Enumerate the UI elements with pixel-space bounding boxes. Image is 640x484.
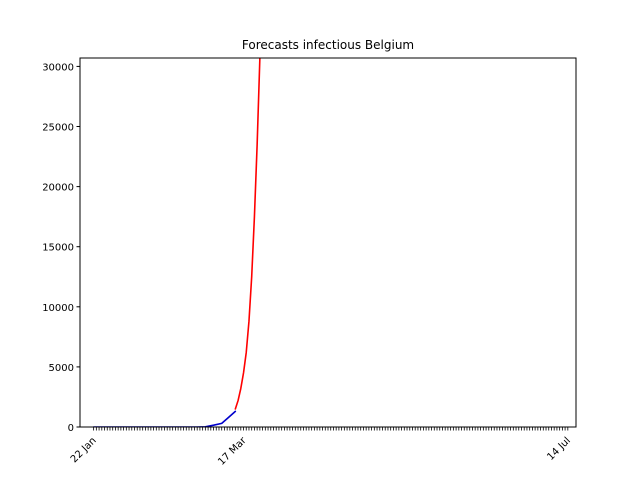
y-tick-label: 5000 <box>49 363 74 374</box>
x-tick-label: 14 Jul <box>545 435 573 463</box>
plot-frame <box>79 57 577 428</box>
y-tick-label: 20000 <box>42 183 74 194</box>
y-tick-label: 10000 <box>42 303 74 314</box>
x-axis: 22 Jan 17 Mar 14 Jul <box>69 427 573 468</box>
y-axis: 0 5000 10000 15000 20000 25000 30000 <box>42 62 80 434</box>
y-tick-label: 30000 <box>42 62 74 73</box>
y-tick-label: 25000 <box>42 123 74 134</box>
y-tick-label: 15000 <box>42 243 74 254</box>
series-line-1 <box>92 410 237 427</box>
chart-title: Forecasts infectious Belgium <box>242 38 414 52</box>
plot-area <box>92 58 261 427</box>
x-tick-label: 22 Jan <box>69 435 99 465</box>
series-line-2 <box>234 58 261 410</box>
y-tick-label: 0 <box>68 423 74 434</box>
x-tick-label: 17 Mar <box>216 435 249 468</box>
